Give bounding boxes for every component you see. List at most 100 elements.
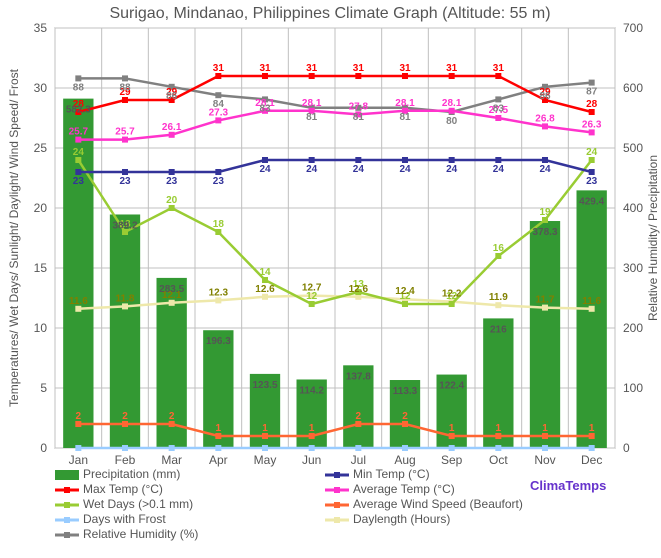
ytick-left: 25 xyxy=(34,141,48,155)
value-label: 24 xyxy=(539,164,551,175)
value-label: 11.6 xyxy=(582,296,601,307)
value-label: 1 xyxy=(309,423,315,434)
value-label: 24 xyxy=(446,164,458,175)
value-label: 12.7 xyxy=(302,283,322,294)
legend-marker xyxy=(334,517,340,523)
precip-label: 283.5 xyxy=(159,284,184,295)
precip-label: 429.4 xyxy=(579,196,604,207)
value-label: 20 xyxy=(166,195,178,206)
value-label: 12.4 xyxy=(395,286,415,297)
value-label: 23 xyxy=(213,176,225,187)
value-label: 1 xyxy=(589,423,595,434)
frost-marker xyxy=(122,445,128,451)
value-label: 18 xyxy=(213,219,225,230)
frost-marker xyxy=(215,445,221,451)
value-label: 12.6 xyxy=(349,284,369,295)
value-label: 31 xyxy=(306,63,318,74)
mintemp-marker xyxy=(355,157,361,163)
legend-marker xyxy=(64,487,70,493)
value-label: 2 xyxy=(169,411,175,422)
value-label: 28.1 xyxy=(395,98,415,109)
value-label: 1 xyxy=(496,423,502,434)
ytick-left: 35 xyxy=(34,21,48,35)
value-label: 23 xyxy=(119,176,131,187)
xtick-month: Jul xyxy=(351,453,366,467)
precip-label: 113.3 xyxy=(393,386,418,397)
value-label: 81 xyxy=(399,112,411,123)
value-label: 83 xyxy=(259,103,271,114)
value-label: 11.7 xyxy=(536,295,555,306)
legend-label: Precipitation (mm) xyxy=(83,467,180,481)
ytick-right: 200 xyxy=(623,321,643,335)
value-label: 31 xyxy=(446,63,458,74)
xtick-month: Nov xyxy=(534,453,555,467)
precip-label: 123.5 xyxy=(252,380,277,391)
humidity-marker xyxy=(75,75,81,81)
humidity-marker xyxy=(215,92,221,98)
value-label: 26.1 xyxy=(162,122,182,133)
mintemp-marker xyxy=(262,157,268,163)
ytick-right: 500 xyxy=(623,141,643,155)
value-label: 28 xyxy=(586,99,598,110)
value-label: 23 xyxy=(73,176,85,187)
value-label: 26.3 xyxy=(582,119,602,130)
brand-label: ClimaTemps xyxy=(530,478,606,493)
frost-marker xyxy=(402,445,408,451)
precip-bar xyxy=(530,221,560,448)
chart-svg: Surigao, Mindanao, Philippines Climate G… xyxy=(0,0,661,558)
value-label: 23 xyxy=(166,176,178,187)
value-label: 80 xyxy=(446,116,458,127)
ytick-left: 0 xyxy=(40,441,47,455)
precip-label: 378.3 xyxy=(532,227,557,238)
mintemp-marker xyxy=(169,169,175,175)
value-label: 31 xyxy=(493,63,505,74)
value-label: 1 xyxy=(216,423,222,434)
value-label: 23 xyxy=(586,176,598,187)
ytick-right: 300 xyxy=(623,261,643,275)
precip-label: 114.2 xyxy=(299,385,324,396)
mintemp-marker xyxy=(122,169,128,175)
precip-bar xyxy=(577,190,607,448)
legend-label: Wet Days (>0.1 mm) xyxy=(83,497,193,511)
mintemp-marker xyxy=(449,157,455,163)
xtick-month: Feb xyxy=(115,453,136,467)
precip-label: 389.2 xyxy=(112,220,137,231)
xtick-month: May xyxy=(254,453,277,467)
value-label: 24 xyxy=(493,164,505,175)
frost-marker xyxy=(542,445,548,451)
value-label: 31 xyxy=(259,63,271,74)
xtick-month: Aug xyxy=(394,453,415,467)
mintemp-marker xyxy=(495,157,501,163)
value-label: 88 xyxy=(119,82,131,93)
mintemp-marker xyxy=(402,157,408,163)
value-label: 24 xyxy=(399,164,411,175)
humidity-marker xyxy=(122,75,128,81)
value-label: 31 xyxy=(213,63,225,74)
value-label: 27.8 xyxy=(349,101,369,112)
value-label: 25.7 xyxy=(69,127,89,138)
legend-marker xyxy=(64,532,70,538)
value-label: 2 xyxy=(76,411,82,422)
value-label: 26.8 xyxy=(535,113,555,124)
value-label: 2 xyxy=(122,411,128,422)
precip-label: 137.8 xyxy=(346,371,371,382)
value-label: 88 xyxy=(73,82,85,93)
frost-marker xyxy=(589,445,595,451)
value-label: 25.7 xyxy=(115,127,135,138)
value-label: 24 xyxy=(353,164,365,175)
legend-marker xyxy=(334,472,340,478)
value-label: 2 xyxy=(356,411,362,422)
mintemp-marker xyxy=(309,157,315,163)
legend-marker xyxy=(334,502,340,508)
legend-marker xyxy=(64,502,70,508)
value-label: 16 xyxy=(493,243,505,254)
ytick-left: 15 xyxy=(34,261,48,275)
ytick-right: 100 xyxy=(623,381,643,395)
mintemp-marker xyxy=(589,169,595,175)
frost-marker xyxy=(355,445,361,451)
value-label: 84 xyxy=(213,99,225,110)
value-label: 2 xyxy=(402,411,408,422)
xtick-month: Oct xyxy=(489,453,508,467)
value-label: 24 xyxy=(73,147,85,158)
xtick-month: Apr xyxy=(209,453,228,467)
